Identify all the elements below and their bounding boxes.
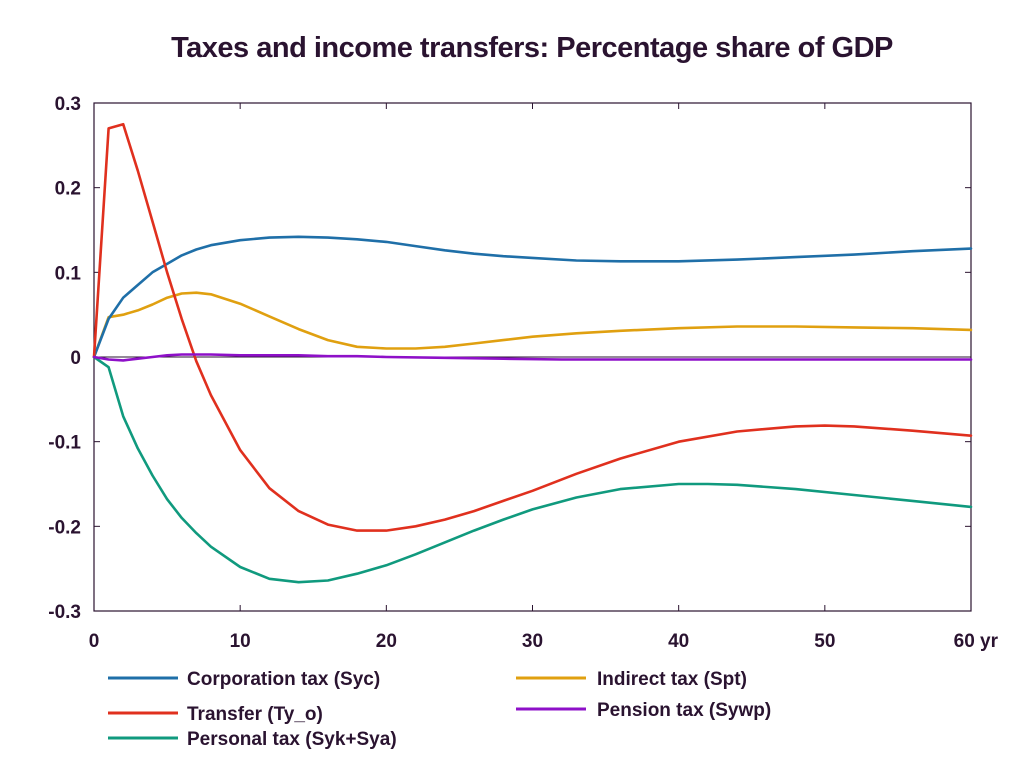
legend-label: Transfer (Ty_o) — [187, 704, 323, 725]
series-line-3 — [92, 291, 973, 359]
x-tick-label: 50 — [814, 631, 835, 652]
series-line-0 — [92, 235, 973, 359]
y-tick-label: -0.3 — [48, 602, 81, 623]
series-line-4 — [92, 353, 973, 362]
x-tick-label: 30 — [522, 631, 543, 652]
x-tick-label: 10 — [230, 631, 251, 652]
plot-axes: 0.3 0.2 0.1 0 -0.1 -0.2 -0.3 0 10 20 30 40 50 60 yr — [48, 94, 998, 652]
legend-label: Corporation tax (Syc) — [187, 669, 380, 690]
series-line-1 — [92, 122, 973, 532]
series-layer — [92, 122, 973, 584]
y-tick-label: 0.2 — [55, 179, 81, 200]
x-tick-label: 0 — [89, 631, 100, 652]
legend-label: Indirect tax (Spt) — [597, 669, 747, 690]
y-tick-label: 0 — [70, 348, 81, 369]
y-tick-label: 0.1 — [55, 263, 82, 284]
x-tick-label: 60 yr — [954, 631, 999, 652]
chart-title: Taxes and income transfers: Percentage s… — [171, 32, 893, 64]
y-tick-label: 0.3 — [55, 94, 81, 115]
series-line-2 — [92, 355, 973, 584]
legend: Corporation tax (Syc) Indirect tax (Spt) T… — [108, 669, 771, 750]
y-tick-label: -0.2 — [48, 517, 81, 538]
legend-label: Pension tax (Sywp) — [597, 700, 771, 721]
legend-label: Personal tax (Syk+Sya) — [187, 729, 397, 750]
x-tick-label: 40 — [668, 631, 689, 652]
x-tick-label: 20 — [376, 631, 397, 652]
y-tick-label: -0.1 — [48, 433, 81, 454]
